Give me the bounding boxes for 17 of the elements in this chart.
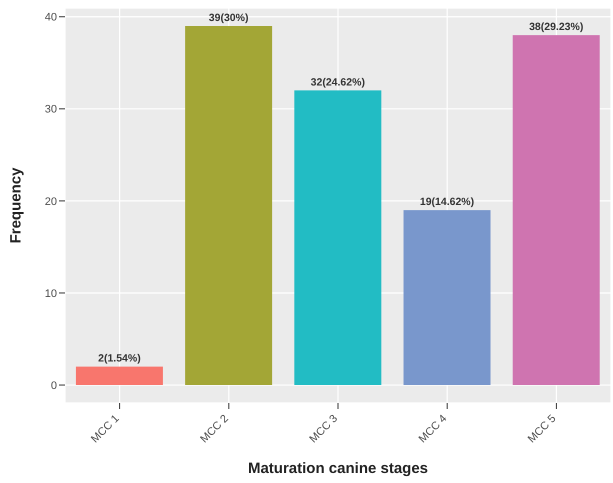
y-tick-label: 20 xyxy=(44,196,57,208)
y-tick-label: 40 xyxy=(44,12,57,24)
bar xyxy=(512,35,600,386)
y-axis-title: Frequency xyxy=(7,166,24,244)
data-label: 32(24.62%) xyxy=(310,76,365,88)
bar xyxy=(404,210,491,386)
bar xyxy=(76,366,163,386)
bar xyxy=(185,26,272,386)
y-tick-label: 30 xyxy=(44,104,57,116)
y-tick-label: 0 xyxy=(50,380,57,392)
data-label: 38(29.23%) xyxy=(529,21,584,34)
y-tick-label: 10 xyxy=(44,288,57,300)
bar xyxy=(294,90,382,386)
data-label: 2(1.54%) xyxy=(98,352,141,365)
data-label: 39(30%) xyxy=(208,12,248,24)
data-label: 19(14.62%) xyxy=(420,196,474,208)
x-axis-title: Maturation canine stages xyxy=(248,460,428,477)
